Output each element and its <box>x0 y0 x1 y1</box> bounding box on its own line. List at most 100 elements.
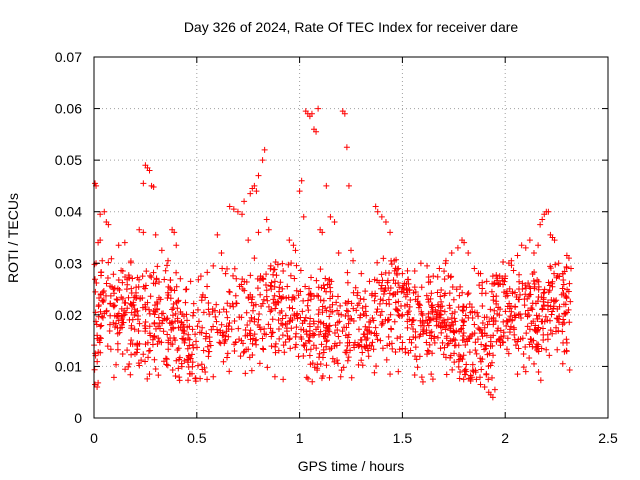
y-tick-label: 0.06 <box>55 101 82 117</box>
data-point <box>268 307 275 314</box>
data-point <box>282 339 289 346</box>
data-point <box>437 314 444 321</box>
data-point <box>441 319 448 326</box>
data-point <box>331 219 338 226</box>
data-point <box>455 358 462 365</box>
data-point <box>285 261 292 268</box>
data-point <box>513 293 520 300</box>
data-point <box>152 366 159 373</box>
data-point <box>225 325 232 332</box>
data-point <box>417 260 424 267</box>
data-point <box>412 296 419 303</box>
data-point <box>196 329 203 336</box>
data-point <box>425 314 432 321</box>
data-point <box>378 308 385 315</box>
data-point <box>473 376 480 383</box>
y-axis-label: ROTI / TECUs <box>5 193 21 283</box>
data-point <box>519 286 526 293</box>
data-point <box>447 274 454 281</box>
data-point <box>305 337 312 344</box>
data-point <box>424 320 431 327</box>
data-point <box>528 336 535 343</box>
data-point <box>204 376 211 383</box>
data-point <box>275 325 282 332</box>
data-point <box>429 350 436 357</box>
data-point <box>345 320 352 327</box>
data-point <box>104 343 111 350</box>
data-point <box>245 295 252 302</box>
data-point <box>502 308 509 315</box>
data-point <box>267 283 274 290</box>
data-point <box>302 283 309 290</box>
data-point <box>507 313 514 320</box>
data-point <box>348 374 355 381</box>
data-point <box>92 288 99 295</box>
data-point <box>538 318 545 325</box>
data-point <box>206 334 213 341</box>
data-point <box>230 303 237 310</box>
data-point <box>226 288 233 295</box>
data-point <box>498 334 505 341</box>
data-point <box>525 307 531 314</box>
data-point <box>187 355 194 362</box>
data-point <box>346 316 353 323</box>
data-point <box>265 226 272 233</box>
data-point <box>405 350 412 357</box>
data-point <box>534 315 541 322</box>
data-point <box>118 294 125 301</box>
data-point <box>472 347 479 354</box>
data-point <box>104 275 111 282</box>
data-point <box>506 300 513 307</box>
data-point <box>164 315 171 322</box>
data-point <box>500 281 507 288</box>
data-point <box>352 284 359 291</box>
data-point <box>212 313 219 320</box>
data-point <box>471 321 478 328</box>
data-point <box>249 307 256 314</box>
data-point <box>301 318 308 325</box>
data-point <box>450 296 457 303</box>
data-point <box>284 283 291 290</box>
data-point <box>326 374 333 381</box>
data-point <box>342 349 349 356</box>
data-point <box>333 299 340 306</box>
y-tick-label: 0.07 <box>55 49 82 65</box>
data-point <box>300 342 307 349</box>
data-point <box>437 293 444 300</box>
data-point <box>524 323 531 330</box>
data-point <box>291 312 298 319</box>
data-point <box>399 311 406 318</box>
data-point <box>504 335 511 342</box>
data-point <box>237 353 244 360</box>
data-point <box>218 249 225 256</box>
data-point <box>533 312 540 319</box>
data-point <box>463 361 470 368</box>
data-point <box>384 279 391 286</box>
data-point <box>451 329 458 336</box>
data-point <box>544 336 551 343</box>
data-point <box>98 272 105 279</box>
data-point <box>140 351 147 358</box>
data-point <box>249 351 256 358</box>
data-point <box>189 351 196 358</box>
data-point <box>316 331 323 338</box>
data-point <box>362 303 369 310</box>
data-point <box>193 338 200 345</box>
data-point <box>539 325 546 332</box>
data-point <box>495 304 502 311</box>
data-point <box>319 309 326 316</box>
data-point <box>469 331 476 338</box>
data-point <box>323 182 330 189</box>
data-point <box>192 375 199 382</box>
data-point <box>345 308 352 315</box>
data-point <box>477 374 484 381</box>
data-point <box>334 327 341 334</box>
data-point <box>314 365 321 372</box>
data-point <box>315 318 322 325</box>
data-point <box>97 323 104 330</box>
data-point <box>479 320 486 327</box>
data-point <box>392 349 399 356</box>
data-point <box>126 316 133 323</box>
data-point <box>332 322 339 329</box>
data-point <box>567 298 574 305</box>
